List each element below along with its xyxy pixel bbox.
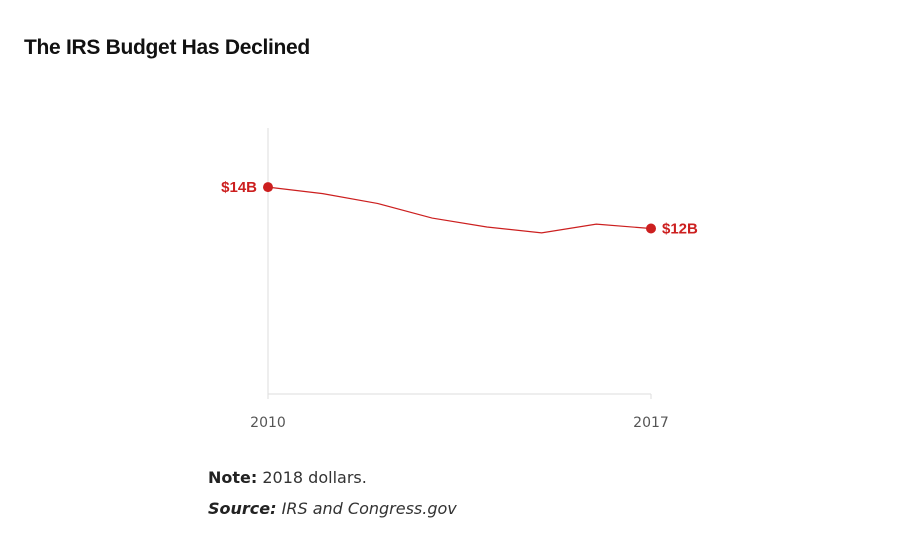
- x-tick-label: 2010: [250, 415, 286, 431]
- note-text: 2018 dollars.: [262, 468, 367, 487]
- end-value-label: $12B: [662, 220, 698, 237]
- source: Source: IRS and Congress.gov: [208, 499, 457, 518]
- source-text: IRS and Congress.gov: [281, 499, 457, 518]
- start-value-label: $14B: [221, 179, 257, 196]
- chart-title: The IRS Budget Has Declined: [24, 36, 310, 59]
- end-point: [646, 223, 656, 234]
- x-tick-label: 2017: [633, 415, 669, 431]
- series-line: [267, 186, 652, 234]
- start-point: [263, 182, 273, 193]
- source-label: Source:: [208, 499, 277, 518]
- note: Note: 2018 dollars.: [208, 468, 367, 487]
- note-label: Note:: [208, 468, 258, 487]
